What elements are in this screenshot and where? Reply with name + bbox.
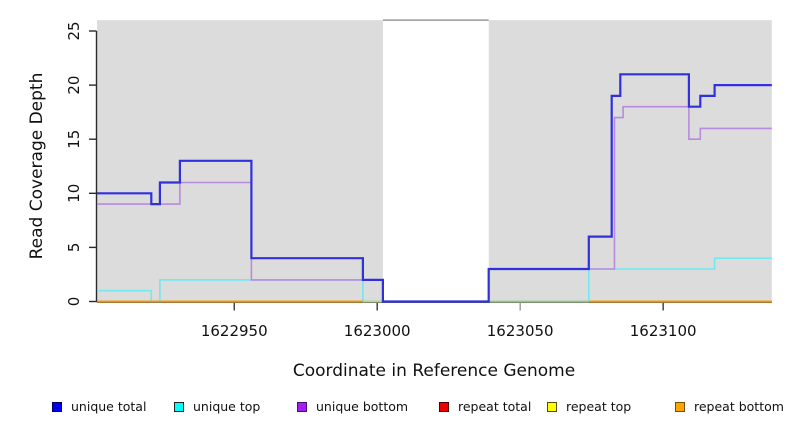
legend-label: repeat top xyxy=(566,399,632,414)
legend-label: unique total xyxy=(71,399,147,414)
x-tick-label: 1623050 xyxy=(487,322,554,340)
legend-item-unique-top: unique top xyxy=(174,396,260,418)
y-tick-label: 10 xyxy=(65,184,83,203)
y-tick-label: 20 xyxy=(65,76,83,95)
legend-item-repeat-top: repeat top xyxy=(547,396,631,418)
x-axis-title: Coordinate in Reference Genome xyxy=(293,361,575,381)
y-axis-title: Read Coverage Depth xyxy=(27,73,47,260)
legend-label: unique top xyxy=(193,399,261,414)
legend-label: repeat total xyxy=(458,399,532,414)
legend-swatch-icon xyxy=(675,402,685,412)
legend-label: repeat bottom xyxy=(694,399,784,414)
legend-label: unique bottom xyxy=(316,399,409,414)
y-tick-label: 5 xyxy=(65,243,83,253)
legend-item-unique-total: unique total xyxy=(52,396,146,418)
legend-swatch-icon xyxy=(174,402,184,412)
legend-item-repeat-bottom: repeat bottom xyxy=(675,396,784,418)
coverage-shading-region xyxy=(488,20,772,302)
x-tick-label: 1623000 xyxy=(344,322,411,340)
legend-item-repeat-total: repeat total xyxy=(439,396,531,418)
legend-swatch-icon xyxy=(297,402,307,412)
read-coverage-chart: 0 5 10 15 20 25 1622950 1623000 1623050 1623100 C… xyxy=(27,19,772,381)
legend-swatch-icon xyxy=(439,402,449,412)
y-tick-label: 25 xyxy=(65,21,83,40)
series-unique-top xyxy=(97,257,772,303)
series-unique-total xyxy=(97,73,772,303)
chart-legend: unique total unique top unique bottom repea… xyxy=(0,396,792,420)
legend-item-unique-bottom: unique bottom xyxy=(297,396,408,418)
chart-layers: 0 5 10 15 20 25 1622950 1623000 1623050 1623100 xyxy=(65,19,772,340)
x-tick-label: 1622950 xyxy=(201,322,268,340)
y-tick-label: 15 xyxy=(65,130,83,149)
x-tick-label: 1623100 xyxy=(630,322,697,340)
y-tick-label: 0 xyxy=(65,297,83,307)
legend-swatch-icon xyxy=(547,402,557,412)
legend-swatch-icon xyxy=(52,402,62,412)
